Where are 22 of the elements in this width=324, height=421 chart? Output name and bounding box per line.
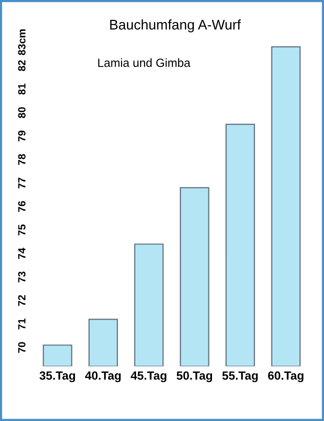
x-tick-label: 50.Tag — [176, 371, 212, 382]
x-tick-label: 60.Tag — [268, 371, 304, 382]
y-tick-label: 83cm — [18, 29, 26, 56]
x-tick-label: 35.Tag — [40, 371, 75, 382]
y-tick-label: 77 — [18, 178, 26, 188]
chart-title: Bauchumfang A-Wurf — [110, 19, 241, 32]
y-tick-label: 82 — [18, 60, 26, 72]
y-tick-label: 81 — [18, 84, 26, 95]
y-tick-label: 70 — [18, 342, 26, 353]
y-tick-label: 73 — [18, 272, 26, 282]
y-tick-label: 71 — [18, 318, 26, 330]
x-tick-label: 40.Tag — [85, 371, 121, 382]
y-tick-label: 79 — [18, 130, 26, 142]
y-tick-label: 75 — [18, 224, 26, 236]
y-tick-label: 76 — [18, 201, 26, 212]
x-tick-label: 55.Tag — [222, 372, 258, 382]
text: Lamia und Gimba — [98, 58, 190, 67]
y-tick-label: 74 — [18, 248, 26, 259]
y-tick-label: 78 — [18, 154, 26, 165]
y-tick-label: 72 — [18, 295, 26, 306]
x-tick-label: 45.Tag — [130, 372, 166, 382]
y-tick-label: 80 — [18, 107, 26, 118]
